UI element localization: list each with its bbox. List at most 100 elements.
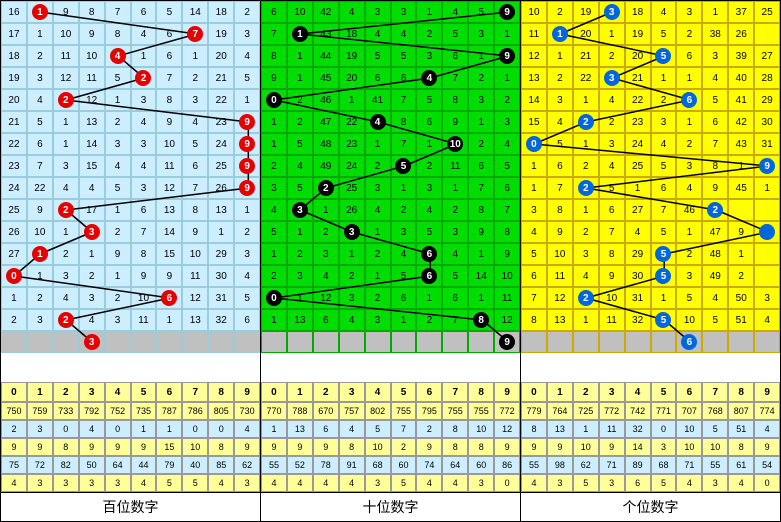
- cell: 3: [105, 133, 131, 155]
- cell: 14: [182, 1, 208, 23]
- cell: 10: [494, 265, 520, 287]
- stat-cell: 1: [156, 420, 182, 438]
- stat-cell: 98: [547, 456, 573, 474]
- cell: 6: [182, 155, 208, 177]
- cell: 7: [521, 287, 547, 309]
- stat-cell: 9: [754, 438, 780, 456]
- cell: 7: [182, 23, 208, 45]
- cell: 8: [261, 45, 287, 67]
- highlight-ball: 6: [421, 268, 437, 284]
- cell: 3: [105, 309, 131, 331]
- cell: [728, 331, 754, 353]
- cell: 9: [156, 111, 182, 133]
- highlight-ball: 5: [655, 246, 671, 262]
- cell: 1: [27, 1, 53, 23]
- cell: 5: [521, 243, 547, 265]
- stat-cell: 770: [261, 402, 287, 420]
- cell: 5: [702, 89, 728, 111]
- stat-cell: 4: [676, 474, 702, 492]
- cell: 29: [625, 243, 651, 265]
- highlight-ball: 1: [552, 26, 568, 42]
- cell: 48: [702, 243, 728, 265]
- cell: 5: [391, 265, 417, 287]
- cell: 6: [442, 287, 468, 309]
- cell: 3: [27, 67, 53, 89]
- header-cell: 6: [416, 382, 442, 402]
- cell: 3: [442, 221, 468, 243]
- cell: 47: [702, 221, 728, 243]
- stat-cell: 755: [442, 402, 468, 420]
- cell: 41: [365, 89, 391, 111]
- data-row: 43126424287: [261, 199, 520, 221]
- stat-cell: 6: [625, 474, 651, 492]
- cell: 8: [105, 23, 131, 45]
- cell: 3: [27, 309, 53, 331]
- cell: 3: [468, 89, 494, 111]
- cell: 4: [754, 309, 780, 331]
- cell: 12: [156, 177, 182, 199]
- cell: 9: [547, 221, 573, 243]
- cell: 10: [53, 23, 79, 45]
- stat-cell: 788: [287, 402, 313, 420]
- highlight-ball: 9: [499, 334, 515, 350]
- cell: 25: [339, 177, 365, 199]
- stat-cell: 79: [156, 456, 182, 474]
- stat-cell: 5: [182, 474, 208, 492]
- stat-row: 998999151089: [1, 438, 260, 456]
- stat-cell: 4: [416, 474, 442, 492]
- stat-cell: 40: [182, 456, 208, 474]
- cell: 1: [156, 309, 182, 331]
- cell: 9: [702, 177, 728, 199]
- lottery-trend-chart: 1619876514182171109846719318211104161204…: [0, 0, 781, 522]
- cell: 1: [728, 243, 754, 265]
- cell: 4: [79, 177, 105, 199]
- cell: 14: [156, 221, 182, 243]
- cell: 10: [547, 243, 573, 265]
- cell: 5: [234, 67, 260, 89]
- cell: 4: [365, 23, 391, 45]
- stat-cell: 74: [416, 456, 442, 474]
- cell: 21: [573, 45, 599, 67]
- data-row: 102193184313725: [521, 1, 780, 23]
- highlight-ball: 9: [239, 158, 255, 174]
- stat-cell: 4: [131, 474, 157, 492]
- panel-units: 1021931843137251112011952382612121220563…: [521, 1, 780, 521]
- highlight-ball: 2: [318, 180, 334, 196]
- stat-cell: 3: [599, 474, 625, 492]
- header-cell: 6: [156, 382, 182, 402]
- cell: 3: [651, 111, 677, 133]
- stat-cell: 3: [79, 474, 105, 492]
- cell: 3: [599, 133, 625, 155]
- stat-cell: 5: [156, 474, 182, 492]
- cell: 13: [287, 309, 313, 331]
- cell: 6: [494, 177, 520, 199]
- cell: 4: [261, 199, 287, 221]
- header-cell: 1: [287, 382, 313, 402]
- cell: 9: [494, 331, 520, 353]
- cell: 1: [339, 89, 365, 111]
- stat-cell: 9: [105, 438, 131, 456]
- cell: 1: [105, 199, 131, 221]
- cell: 5: [651, 309, 677, 331]
- cell: [599, 331, 625, 353]
- cell: 2: [365, 287, 391, 309]
- stat-cell: 755: [468, 402, 494, 420]
- data-row: 2324311113326: [1, 309, 260, 331]
- stat-cell: 9: [599, 438, 625, 456]
- stat-cell: 0: [53, 420, 79, 438]
- cell: [754, 331, 780, 353]
- highlight-ball: 9: [239, 136, 255, 152]
- cell: [339, 331, 365, 353]
- stat-cell: 75: [1, 456, 27, 474]
- cell: 2: [416, 155, 442, 177]
- stat-row: 4353654340: [521, 474, 780, 492]
- cell: 1: [261, 243, 287, 265]
- cell: 1: [468, 287, 494, 309]
- cell: [27, 331, 53, 353]
- cell: 9: [261, 67, 287, 89]
- cell: 3: [339, 221, 365, 243]
- cell: 12: [182, 287, 208, 309]
- stat-cell: 4: [261, 474, 287, 492]
- cell: 8: [599, 243, 625, 265]
- stat-cell: 4: [234, 420, 260, 438]
